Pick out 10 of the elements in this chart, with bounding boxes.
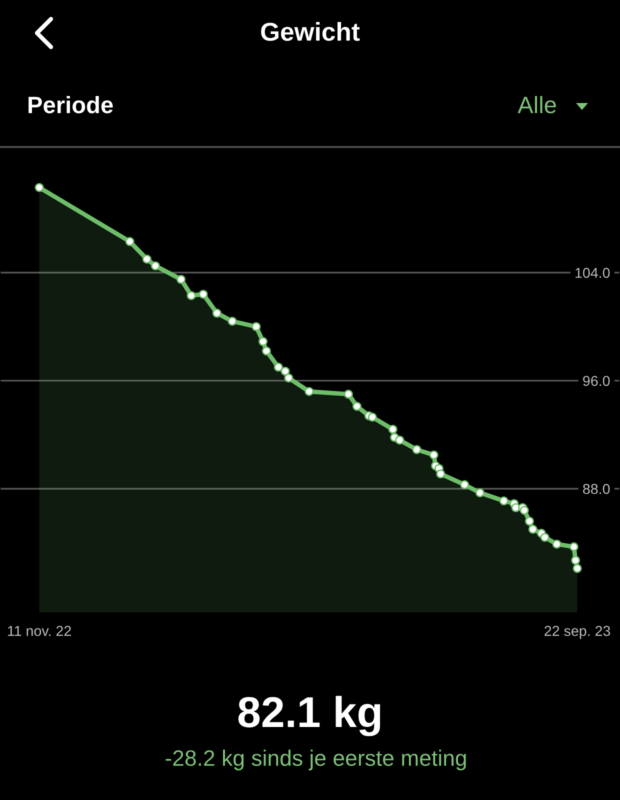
y-tick-label: 104.0 <box>576 268 610 278</box>
x-tick-label: 11 nov. 22 <box>8 626 71 636</box>
text: Periode <box>28 96 113 114</box>
text: 82.1 kg <box>238 696 380 736</box>
y-tick-label: 88.0 <box>583 484 610 494</box>
y-tick-label: 96.0 <box>583 376 610 386</box>
text: -28.2 kg sinds je eerste meting <box>166 750 466 770</box>
text: Alle <box>518 96 556 114</box>
x-tick-label: 22 sep. 23 <box>544 626 610 639</box>
chart-title: Gewicht <box>261 22 360 41</box>
